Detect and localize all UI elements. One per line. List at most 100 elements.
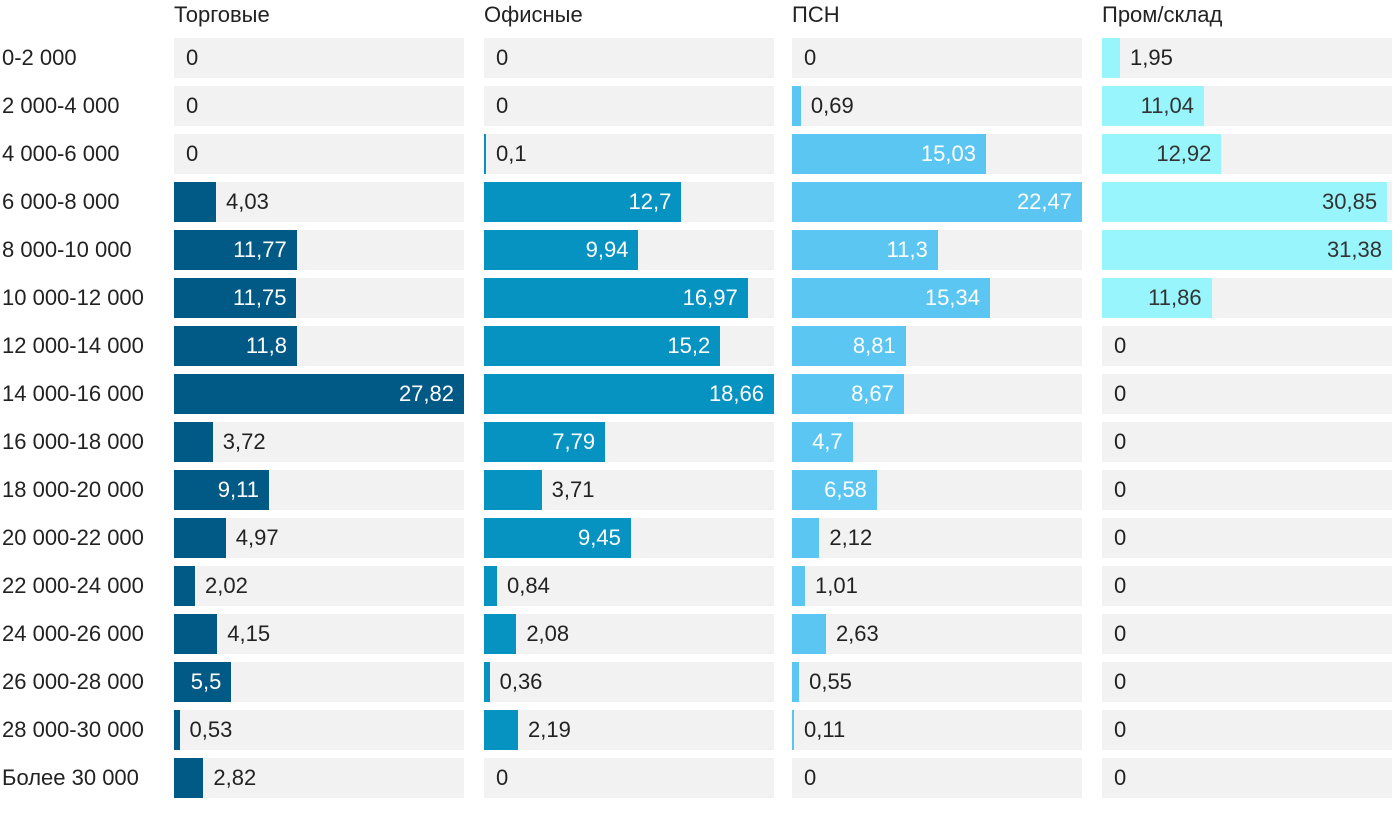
row-label: 10 000-12 000 <box>2 285 144 310</box>
bar-track <box>792 758 1082 798</box>
bar-track <box>174 38 464 78</box>
bar <box>792 182 1082 222</box>
bar <box>1102 86 1205 126</box>
data-label: 0 <box>496 765 509 790</box>
bar-track <box>792 86 1082 126</box>
data-label: 0 <box>1114 765 1127 790</box>
bar <box>174 518 226 558</box>
column-header-series-3: ПСН <box>792 2 840 27</box>
data-label: 4,7 <box>812 429 843 454</box>
bar-track <box>174 710 464 750</box>
data-label: 9,94 <box>585 237 629 262</box>
bar-track <box>1102 710 1392 750</box>
bar-track <box>484 134 774 174</box>
bar <box>484 614 517 654</box>
column-header-series-2: Офисные <box>484 2 583 27</box>
bar <box>792 374 904 414</box>
data-label: 2,12 <box>829 525 873 550</box>
bar <box>174 278 297 318</box>
bar <box>792 662 800 702</box>
bar-track <box>1102 518 1392 558</box>
data-label: 0 <box>1114 381 1127 406</box>
bar <box>174 374 464 414</box>
bar-track <box>1102 470 1392 510</box>
data-label: 0 <box>1114 717 1127 742</box>
bar-track <box>174 566 464 606</box>
bar <box>174 182 216 222</box>
data-label: 6,58 <box>824 477 867 502</box>
data-label: 12,92 <box>1156 141 1212 166</box>
data-label: 16,97 <box>682 285 738 310</box>
row-label: 18 000-20 000 <box>2 477 144 502</box>
bar-track <box>1102 758 1392 798</box>
data-label: 15,2 <box>667 333 711 358</box>
row-label: 22 000-24 000 <box>2 573 144 598</box>
bar-track <box>1102 326 1392 366</box>
bar-track <box>484 662 774 702</box>
bar <box>792 86 801 126</box>
data-label: 4,15 <box>227 621 271 646</box>
bar <box>484 374 774 414</box>
bar <box>484 134 486 174</box>
bar-track <box>1102 38 1392 78</box>
data-label: 0,1 <box>496 141 527 166</box>
bar <box>174 470 269 510</box>
bar <box>484 566 498 606</box>
data-label: 7,79 <box>552 429 596 454</box>
bar-track <box>174 614 464 654</box>
bar-track <box>1102 614 1392 654</box>
data-label: 3,71 <box>551 477 595 502</box>
data-label: 8,67 <box>851 381 894 406</box>
data-label: 2,63 <box>835 621 879 646</box>
row-label: Более 30 000 <box>2 765 139 790</box>
bar <box>792 326 906 366</box>
bar-track <box>1102 566 1392 606</box>
data-label: 2,02 <box>205 573 248 598</box>
bar <box>174 614 218 654</box>
row-label: 0-2 000 <box>2 45 77 70</box>
data-label: 15,34 <box>924 285 980 310</box>
data-label: 11,3 <box>886 237 928 262</box>
data-label: 11,75 <box>233 285 287 310</box>
row-label: 14 000-16 000 <box>2 381 144 406</box>
column-header-series-4: Пром/склад <box>1102 2 1223 27</box>
bar <box>174 326 297 366</box>
bar <box>174 230 297 270</box>
data-label: 0 <box>1114 669 1127 694</box>
data-label: 0 <box>804 765 817 790</box>
data-label: 0 <box>186 93 199 118</box>
column-header-series-1: Торговые <box>174 2 270 27</box>
bar <box>174 566 196 606</box>
data-label: 11,04 <box>1140 93 1195 118</box>
bar <box>484 230 639 270</box>
data-label: 0 <box>1114 573 1127 598</box>
bar-track <box>1102 662 1392 702</box>
bar <box>484 422 606 462</box>
row-label: 4 000-6 000 <box>2 141 120 166</box>
row-label: 16 000-18 000 <box>2 429 144 454</box>
row-label: 24 000-26 000 <box>2 621 144 646</box>
data-label: 0 <box>186 45 199 70</box>
data-label: 30,85 <box>1322 189 1378 214</box>
data-label: 4,97 <box>235 525 279 550</box>
data-label: 9,11 <box>217 477 259 502</box>
row-label: 20 000-22 000 <box>2 525 144 550</box>
bar-track <box>484 86 774 126</box>
bar <box>484 710 519 750</box>
bar <box>1102 38 1121 78</box>
bar <box>484 518 631 558</box>
data-label: 12,7 <box>628 189 672 214</box>
data-label: 0,53 <box>189 717 233 742</box>
bar-track <box>1102 374 1392 414</box>
data-label: 0 <box>1114 333 1127 358</box>
bar-track <box>174 134 464 174</box>
bar-track <box>484 38 774 78</box>
bar-track <box>174 182 464 222</box>
bar <box>174 422 213 462</box>
bar <box>174 662 232 702</box>
bar <box>484 470 542 510</box>
bar <box>792 230 938 270</box>
data-label: 2,82 <box>213 765 257 790</box>
bar-track <box>792 38 1082 78</box>
data-label: 0,69 <box>810 93 854 118</box>
